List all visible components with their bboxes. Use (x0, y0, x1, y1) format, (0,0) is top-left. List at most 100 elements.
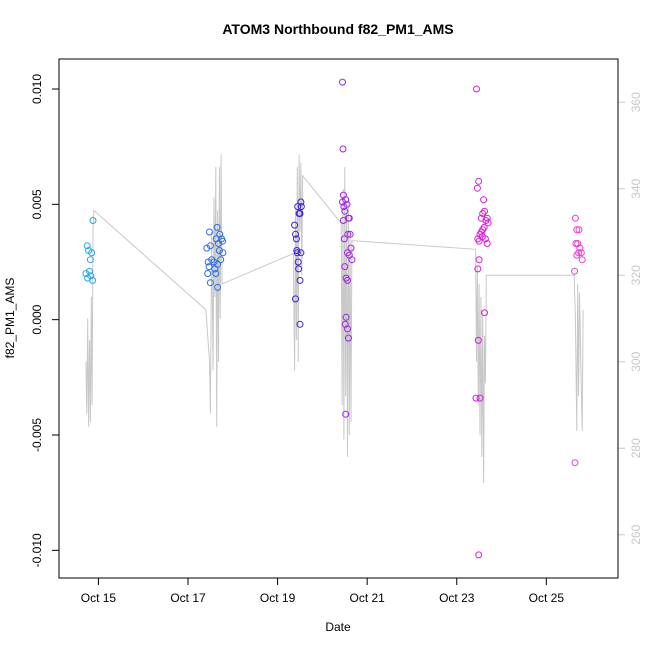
data-point (210, 258, 218, 266)
data-point (89, 217, 97, 224)
data-point (217, 256, 225, 264)
data-point (344, 276, 351, 284)
data-point (86, 256, 94, 264)
data-point (481, 235, 489, 243)
data-point (205, 263, 213, 271)
x-tick-label: Oct 23 (439, 591, 475, 605)
data-point (206, 242, 214, 250)
data-point (484, 219, 492, 227)
x-tick-label: Oct 19 (260, 591, 296, 605)
data-point (480, 223, 488, 231)
data-point (342, 313, 350, 321)
data-point (343, 200, 351, 208)
data-point (575, 226, 583, 234)
data-point (480, 196, 488, 204)
trace-layer (85, 154, 584, 483)
data-point (296, 276, 304, 284)
data-point (476, 394, 484, 402)
y2-tick-label: 320 (629, 265, 643, 285)
data-point (575, 249, 583, 257)
y-tick-label: 0.010 (30, 74, 44, 104)
y2-tick-label: 360 (629, 92, 643, 112)
data-point (297, 203, 305, 211)
data-point (481, 309, 488, 317)
data-point (292, 295, 299, 303)
y2-tick-label: 300 (629, 351, 643, 371)
data-point (294, 258, 302, 266)
data-point (295, 265, 303, 273)
data-point (481, 207, 488, 215)
y2-tick-label: 260 (629, 524, 643, 544)
data-point (339, 78, 346, 86)
y-tick-label: -0.010 (30, 533, 44, 567)
data-point (344, 334, 352, 342)
data-point (474, 265, 482, 273)
data-point (576, 244, 584, 252)
data-point (571, 267, 579, 275)
data-point (483, 214, 491, 222)
data-point (474, 336, 482, 344)
data-point (475, 256, 483, 264)
y2-tick-label: 340 (629, 178, 643, 198)
y-tick-label: 0.000 (30, 304, 44, 334)
data-point (473, 184, 481, 192)
data-point (293, 249, 301, 257)
data-point (573, 251, 581, 259)
plot-frame (58, 58, 619, 579)
data-point (475, 551, 483, 559)
data-point (86, 267, 93, 275)
data-point (473, 85, 480, 93)
data-point (344, 230, 352, 238)
data-point (219, 249, 227, 257)
data-point (348, 256, 356, 264)
data-point (296, 210, 304, 217)
x-tick-label: Oct 21 (349, 591, 385, 605)
data-point (344, 249, 351, 257)
data-point (475, 177, 483, 185)
data-point (292, 230, 299, 238)
data-point (89, 276, 97, 284)
data-point (578, 256, 586, 264)
data-point (571, 459, 579, 467)
x-tick-label: Oct 15 (81, 591, 117, 605)
data-point (206, 228, 213, 236)
y-axis-label: f82_PM1_AMS (3, 278, 17, 359)
data-point (203, 244, 211, 252)
data-point (219, 237, 226, 245)
y2-tick-label: 280 (629, 438, 643, 458)
chart-title: ATOM3 Northbound f82_PM1_AMS (222, 21, 453, 37)
y-tick-label: -0.005 (30, 418, 44, 452)
data-point (472, 394, 480, 402)
data-point (475, 237, 483, 245)
data-point (297, 249, 305, 257)
data-point (483, 240, 491, 247)
data-point (340, 235, 348, 243)
data-point (339, 145, 347, 153)
y-tick-label: 0.005 (30, 189, 44, 219)
data-point (347, 244, 355, 252)
data-point (292, 235, 300, 243)
data-point (294, 203, 302, 211)
data-point (213, 223, 221, 231)
data-point (342, 196, 350, 204)
data-point (88, 249, 96, 257)
points-layer (82, 78, 586, 559)
x-axis-label: Date (325, 620, 351, 634)
data-point (341, 207, 349, 215)
x-tick-label: Oct 17 (170, 591, 206, 605)
data-point (214, 283, 222, 291)
data-point (206, 279, 214, 287)
data-point (208, 256, 216, 264)
data-point (297, 198, 305, 206)
data-point (216, 230, 224, 238)
data-point (345, 214, 353, 222)
data-point (291, 221, 299, 229)
data-point (212, 270, 220, 277)
data-point (215, 247, 223, 254)
x-tick-label: Oct 25 (529, 591, 565, 605)
data-point (341, 263, 349, 271)
trace-line (85, 154, 584, 483)
data-point (571, 214, 579, 222)
data-point (346, 230, 354, 238)
